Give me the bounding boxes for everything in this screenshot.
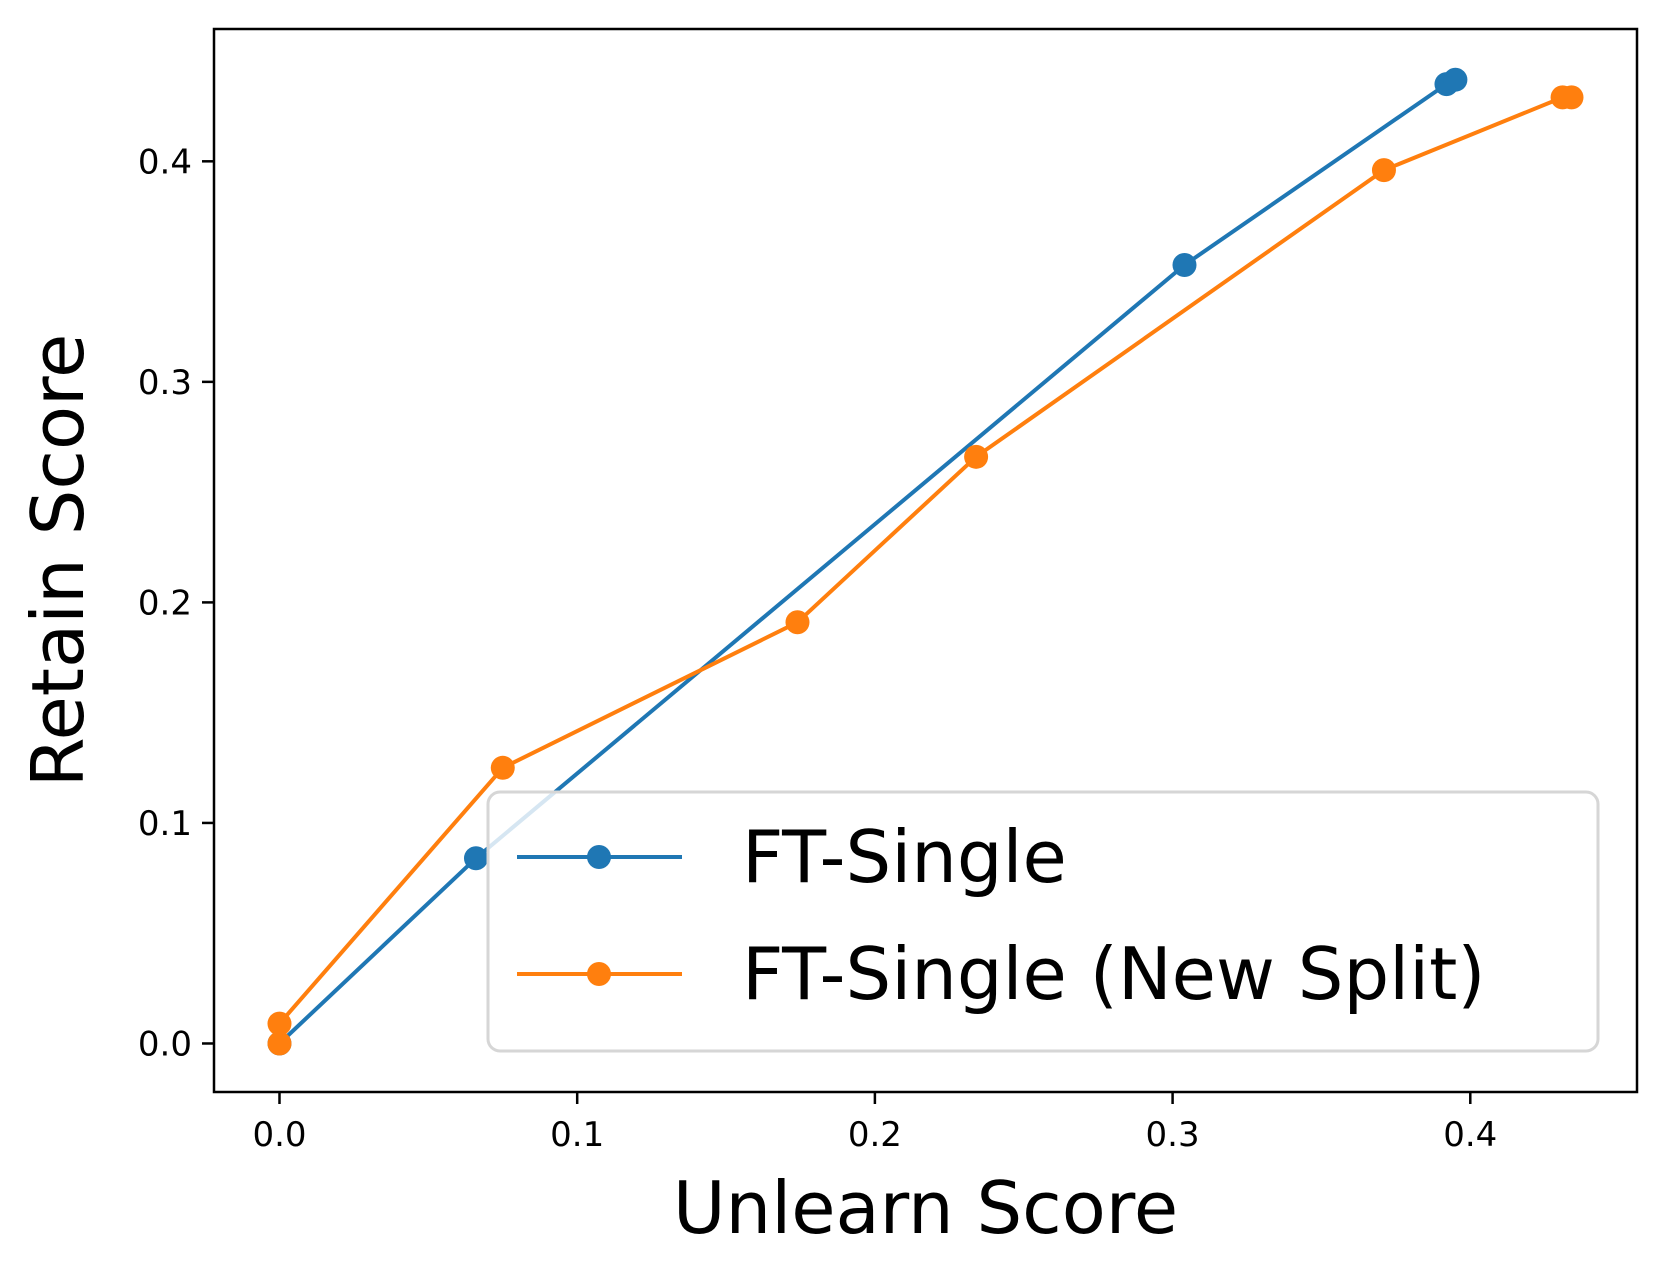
legend-marker bbox=[587, 845, 611, 869]
x-tick-label: 0.3 bbox=[1146, 1115, 1200, 1155]
data-point bbox=[1371, 158, 1396, 183]
legend-entry: FT-Single bbox=[517, 815, 1067, 899]
legend: FT-Single FT-Single (New Split) bbox=[486, 790, 1600, 1053]
x-tick-label: 0.4 bbox=[1443, 1115, 1497, 1155]
legend-marker bbox=[587, 962, 611, 986]
x-tick-label: 0.1 bbox=[550, 1115, 604, 1155]
series-line bbox=[277, 95, 1574, 1046]
data-point bbox=[1443, 67, 1468, 92]
y-tick-label: 0.2 bbox=[138, 583, 192, 623]
y-tick-label: 0.3 bbox=[138, 363, 192, 403]
data-point bbox=[267, 1011, 292, 1036]
y-tick-label: 0.1 bbox=[138, 804, 192, 844]
x-axis-ticks: 0.0 0.1 0.2 0.3 0.4 bbox=[252, 1092, 1497, 1155]
x-axis-title: Unlearn Score bbox=[673, 1166, 1178, 1250]
series-2 bbox=[267, 85, 1584, 1056]
legend-box bbox=[486, 790, 1600, 1053]
data-point bbox=[267, 1031, 292, 1056]
legend-label: FT-Single (New Split) bbox=[742, 932, 1485, 1016]
data-point bbox=[490, 755, 515, 780]
data-point bbox=[1559, 85, 1584, 110]
data-point bbox=[964, 444, 989, 469]
x-tick-label: 0.0 bbox=[252, 1115, 306, 1155]
axes-frame bbox=[212, 27, 1639, 1094]
y-axis-ticks: 0.0 0.1 0.2 0.3 0.4 bbox=[138, 142, 214, 1064]
x-tick-label: 0.2 bbox=[848, 1115, 902, 1155]
y-axis-title: Retain Score bbox=[16, 334, 100, 788]
series-layer bbox=[267, 67, 1584, 1056]
data-point bbox=[463, 846, 488, 871]
y-tick-label: 0.0 bbox=[138, 1024, 192, 1064]
y-tick-label: 0.4 bbox=[138, 142, 192, 182]
data-point bbox=[785, 610, 810, 635]
legend-entry: FT-Single (New Split) bbox=[517, 932, 1485, 1016]
data-point bbox=[1172, 252, 1197, 277]
legend-label: FT-Single bbox=[742, 815, 1067, 899]
